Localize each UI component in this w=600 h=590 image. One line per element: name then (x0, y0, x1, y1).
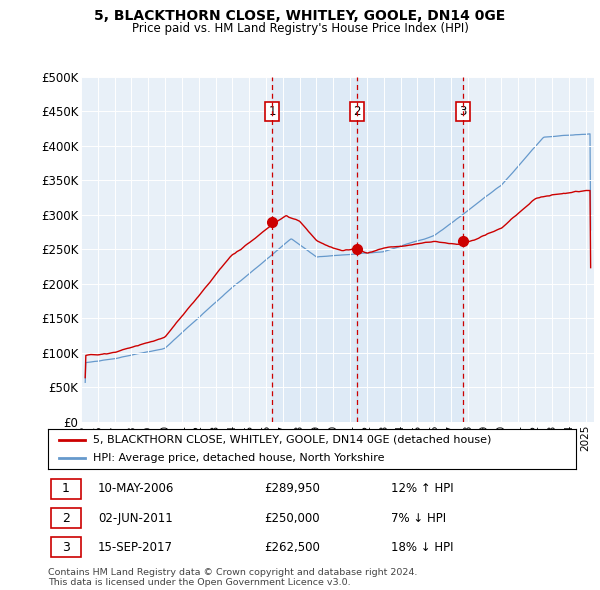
Text: 02-JUN-2011: 02-JUN-2011 (98, 512, 173, 525)
Text: 2: 2 (62, 512, 70, 525)
FancyBboxPatch shape (50, 479, 81, 499)
Text: £289,950: £289,950 (265, 483, 320, 496)
Text: 10-MAY-2006: 10-MAY-2006 (98, 483, 175, 496)
Text: 7% ↓ HPI: 7% ↓ HPI (391, 512, 446, 525)
Text: Contains HM Land Registry data © Crown copyright and database right 2024.
This d: Contains HM Land Registry data © Crown c… (48, 568, 418, 587)
Text: HPI: Average price, detached house, North Yorkshire: HPI: Average price, detached house, Nort… (93, 453, 385, 463)
FancyBboxPatch shape (50, 508, 81, 528)
Text: 1: 1 (268, 104, 276, 118)
Text: 5, BLACKTHORN CLOSE, WHITLEY, GOOLE, DN14 0GE: 5, BLACKTHORN CLOSE, WHITLEY, GOOLE, DN1… (94, 9, 506, 24)
Text: Price paid vs. HM Land Registry's House Price Index (HPI): Price paid vs. HM Land Registry's House … (131, 22, 469, 35)
Text: 3: 3 (459, 104, 467, 118)
Bar (272, 77, 357, 422)
Text: 12% ↑ HPI: 12% ↑ HPI (391, 483, 454, 496)
Text: 2: 2 (353, 104, 361, 118)
Text: 3: 3 (62, 540, 70, 553)
Text: £250,000: £250,000 (265, 512, 320, 525)
Text: 15-SEP-2017: 15-SEP-2017 (98, 540, 173, 553)
Text: £262,500: £262,500 (265, 540, 320, 553)
Text: 18% ↓ HPI: 18% ↓ HPI (391, 540, 454, 553)
Text: 5, BLACKTHORN CLOSE, WHITLEY, GOOLE, DN14 0GE (detached house): 5, BLACKTHORN CLOSE, WHITLEY, GOOLE, DN1… (93, 435, 491, 445)
Bar (357, 77, 463, 422)
FancyBboxPatch shape (50, 537, 81, 557)
Text: 1: 1 (62, 483, 70, 496)
